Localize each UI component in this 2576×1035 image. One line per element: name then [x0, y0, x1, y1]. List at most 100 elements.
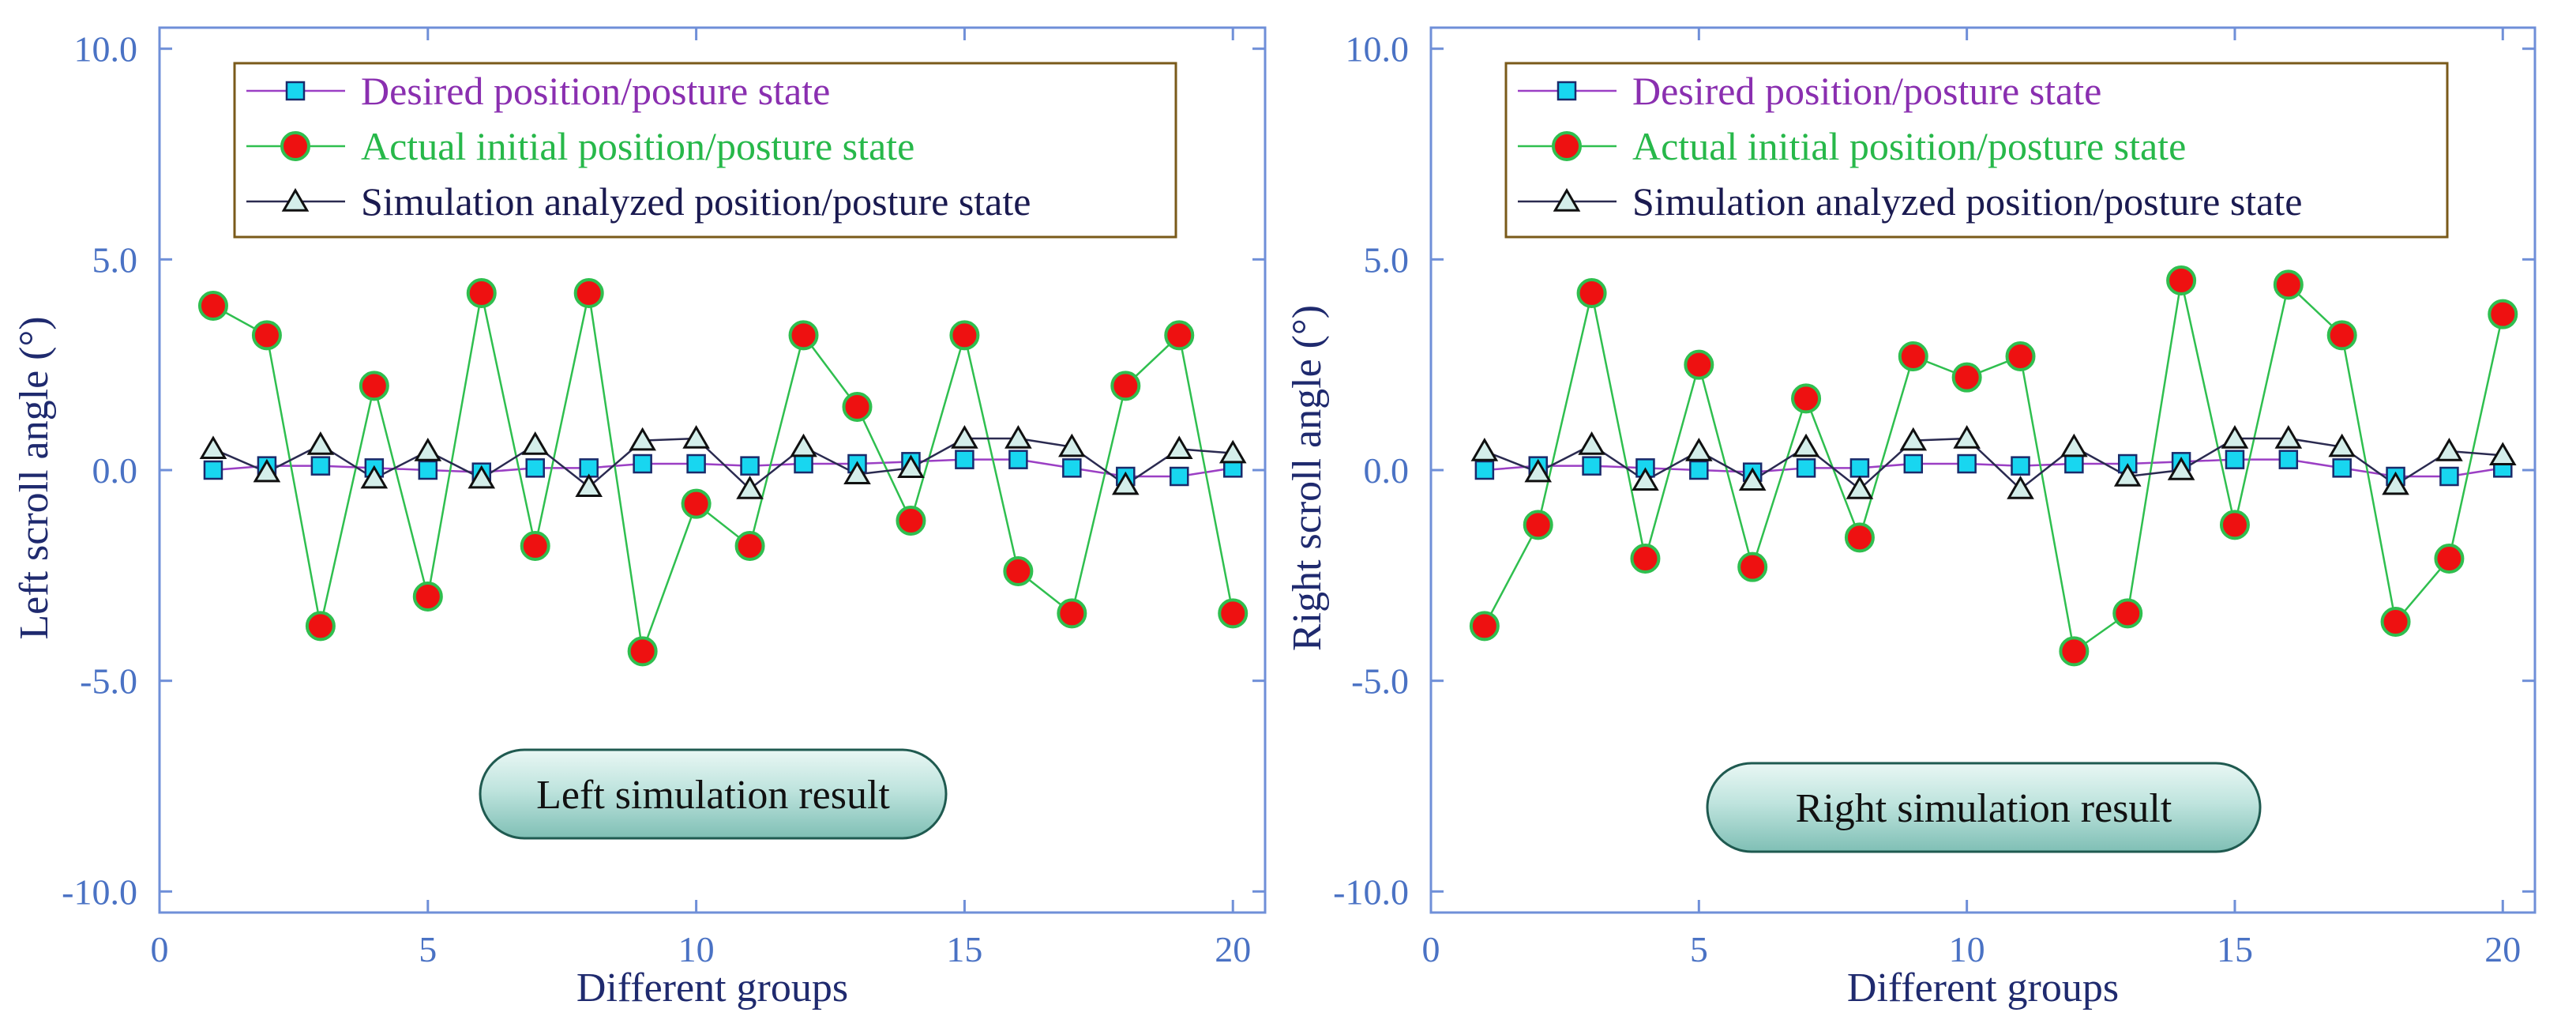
left-legend-label-2: Simulation analyzed position/posture sta…: [361, 179, 1031, 224]
right-legend-label-1: Actual initial position/posture state: [1632, 124, 2186, 168]
left-triangle-point: [1004, 425, 1032, 449]
right-circle-point: [2326, 320, 2357, 351]
left-y-tick-label: -10.0: [62, 871, 137, 912]
left-triangle-point: [843, 461, 871, 485]
right-circle-point: [2005, 341, 2036, 371]
left-y-tick-label: -5.0: [80, 661, 137, 702]
right-triangle-point: [2007, 476, 2034, 499]
left-square-point: [203, 460, 223, 480]
right-circle-point: [2059, 636, 2090, 667]
right-square-point: [1849, 458, 1870, 478]
left-triangle-point: [468, 465, 496, 489]
right-circle-point: [2273, 269, 2304, 300]
left-circle-point: [1218, 598, 1249, 629]
left-square-point: [686, 454, 706, 474]
left-x-tick-label: 5: [419, 929, 437, 969]
right-circle-point: [2166, 265, 2197, 295]
right-legend-label-0: Desired position/posture state: [1632, 69, 2101, 113]
right-y-tick-label: 5.0: [1364, 239, 1410, 280]
right-triangle-point: [2274, 425, 2303, 449]
left-legend-marker-2: [281, 188, 310, 212]
right-triangle-point: [1846, 476, 1874, 499]
left-square-point: [418, 460, 438, 480]
right-square-point: [1689, 460, 1709, 480]
left-triangle-point: [682, 425, 710, 449]
left-y-tick-label: 10.0: [74, 29, 138, 70]
left-square-point: [740, 456, 760, 476]
left-triangle-point: [790, 433, 817, 457]
left-triangle-point: [1165, 435, 1193, 460]
right-square-point: [2439, 466, 2459, 487]
left-square-point: [525, 458, 545, 478]
right-legend-marker-0: [1556, 81, 1577, 101]
left-circle-point: [520, 531, 550, 561]
left-triangle-point: [1058, 433, 1086, 457]
left-x-tick-label: 10: [678, 929, 715, 969]
left-circle-point: [197, 291, 228, 321]
right-square-point: [1474, 460, 1495, 480]
right-result-label: Right simulation result: [1796, 786, 2172, 831]
left-circle-point: [1110, 371, 1141, 401]
right-x-tick-label: 15: [2217, 929, 2253, 969]
left-square-point: [955, 450, 974, 469]
right-triangle-point: [2167, 457, 2195, 480]
right-triangle-point: [1792, 433, 1820, 457]
left-y-tick-label: 5.0: [92, 239, 138, 280]
right-circle-point: [1737, 551, 1768, 582]
right-y-tick-label: 10.0: [1346, 29, 1410, 70]
right-circle-point: [1951, 362, 1982, 393]
right-square-point: [1582, 456, 1602, 476]
left-result-badge: [479, 748, 948, 840]
right-circle-point: [2434, 544, 2465, 574]
right-square-point: [2225, 450, 2245, 469]
right-triangle-point: [1738, 467, 1767, 491]
right-circle-point: [1684, 349, 1714, 380]
right-square-point: [2332, 458, 2352, 478]
right-triangle-point: [1524, 458, 1553, 483]
right-x-axis-title: Different groups: [1847, 965, 2119, 1011]
left-square-point: [1170, 466, 1189, 487]
left-triangle-point: [897, 454, 925, 479]
left-triangle-point: [629, 427, 656, 451]
right-triangle-point: [1685, 438, 1713, 461]
right-result-badge: [1706, 762, 2262, 853]
right-x-tick-label: 10: [1949, 929, 1985, 969]
left-triangle-point: [253, 458, 281, 483]
left-circle-point: [412, 581, 443, 612]
right-circle-point: [1898, 341, 1928, 371]
left-triangle-point: [306, 431, 335, 455]
right-legend-label-2: Simulation analyzed position/posture sta…: [1632, 179, 2302, 224]
left-legend-marker-1: [280, 131, 310, 161]
right-triangle-point: [1578, 431, 1605, 455]
left-triangle-point: [1219, 439, 1247, 464]
right-y-axis-title: Right scroll angle (°): [1285, 305, 1330, 651]
right-circle-point: [1630, 544, 1661, 574]
left-triangle-point: [521, 431, 550, 455]
right-triangle-point: [1632, 467, 1659, 491]
left-legend-marker-0: [285, 81, 306, 101]
right-circle-point: [2380, 607, 2411, 637]
right-legend-marker-1: [1552, 131, 1582, 161]
left-circle-point: [681, 488, 712, 519]
left-square-point: [1062, 458, 1082, 478]
right-triangle-point: [1953, 425, 1981, 449]
left-triangle-point: [360, 465, 389, 489]
right-square-point: [2064, 454, 2084, 474]
left-circle-point: [627, 636, 658, 667]
left-circle-point: [949, 320, 980, 351]
left-circle-point: [573, 278, 604, 308]
left-circle-point: [842, 392, 873, 422]
right-triangle-point: [2488, 442, 2517, 466]
left-triangle-point: [951, 425, 978, 449]
left-chart-panel: 10.0 5.0 0.0 -5.0 -10.0 0 5 10 15 20 Different gro…: [12, 26, 1267, 1011]
right-square-point: [1796, 458, 1816, 478]
right-y-tick-label: -5.0: [1351, 661, 1409, 702]
right-square-point: [1903, 454, 1924, 474]
right-x-tick-label: 5: [1690, 929, 1708, 969]
left-circle-point: [1003, 556, 1034, 586]
left-triangle-point: [736, 476, 764, 499]
right-y-tick-label: -10.0: [1333, 871, 1409, 912]
right-circle-point: [2112, 598, 2143, 629]
left-square-point: [310, 456, 331, 476]
left-y-axis-title: Left scroll angle (°): [12, 316, 57, 639]
